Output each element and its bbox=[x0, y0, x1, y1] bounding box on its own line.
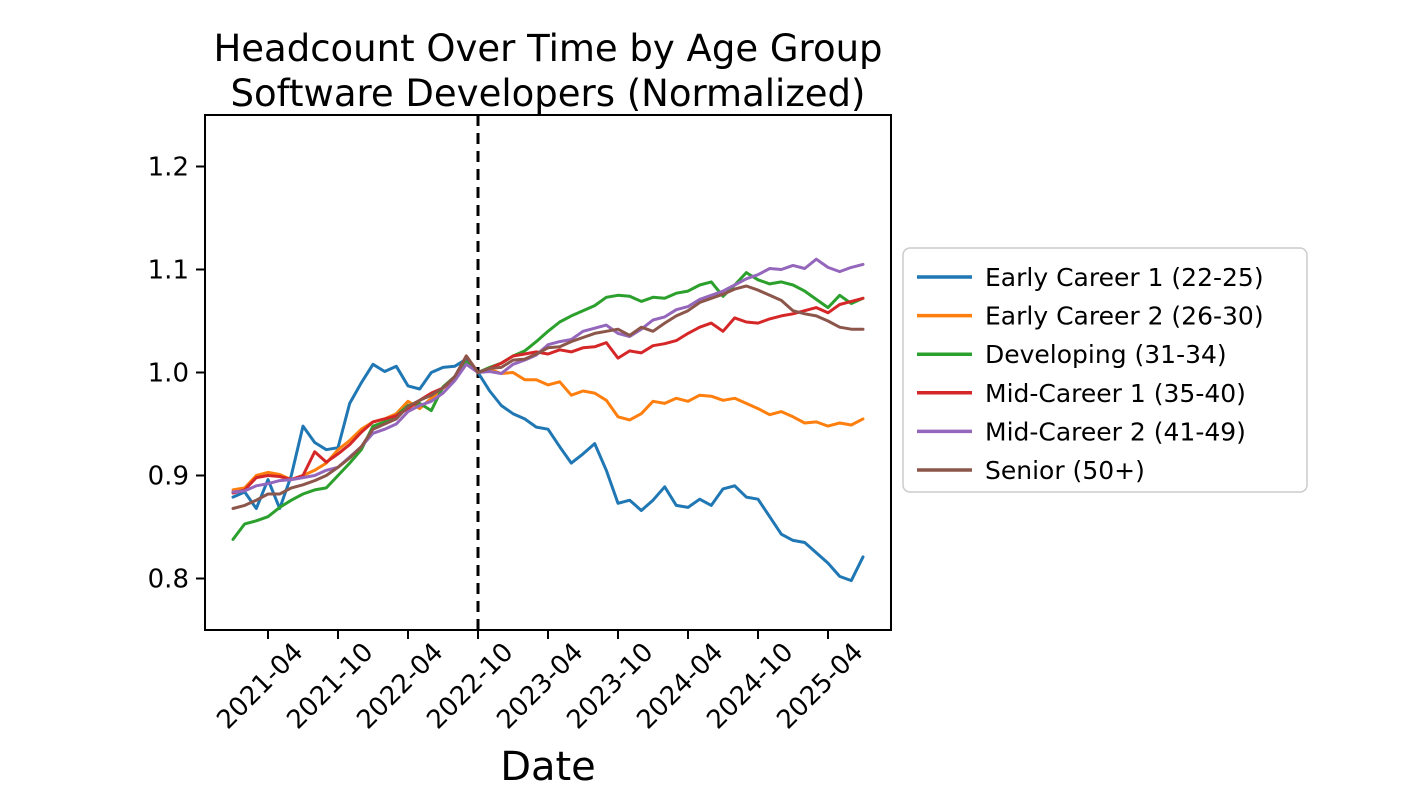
legend-label-1: Early Career 2 (26-30) bbox=[985, 302, 1264, 331]
series-line-1 bbox=[231, 360, 865, 492]
legend-label-0: Early Career 1 (22-25) bbox=[985, 263, 1264, 292]
chart-title-line1: Headcount Over Time by Age Group bbox=[213, 27, 882, 70]
y-tick-label: 0.8 bbox=[148, 565, 189, 595]
x-axis-label: Date bbox=[500, 744, 596, 790]
legend-label-5: Senior (50+) bbox=[985, 456, 1145, 485]
axes-frame bbox=[204, 114, 892, 631]
series-line-3 bbox=[231, 296, 865, 495]
y-tick-label: 1.1 bbox=[148, 256, 189, 286]
series-line-2 bbox=[231, 271, 865, 541]
plot-area: 0.80.91.01.11.22021-042021-102022-042022… bbox=[148, 114, 1308, 735]
legend-label-4: Mid-Career 2 (41-49) bbox=[985, 417, 1246, 446]
y-tick-label: 1.2 bbox=[148, 153, 189, 183]
series-line-0 bbox=[231, 357, 865, 583]
series-line-5 bbox=[231, 284, 865, 510]
y-tick-label: 1.0 bbox=[148, 359, 189, 389]
legend-label-3: Mid-Career 1 (35-40) bbox=[985, 379, 1246, 408]
y-tick-label: 0.9 bbox=[148, 462, 189, 492]
legend-label-2: Developing (31-34) bbox=[985, 340, 1227, 369]
legend-box bbox=[902, 247, 1308, 493]
chart-title-line2: Software Developers (Normalized) bbox=[231, 72, 866, 115]
